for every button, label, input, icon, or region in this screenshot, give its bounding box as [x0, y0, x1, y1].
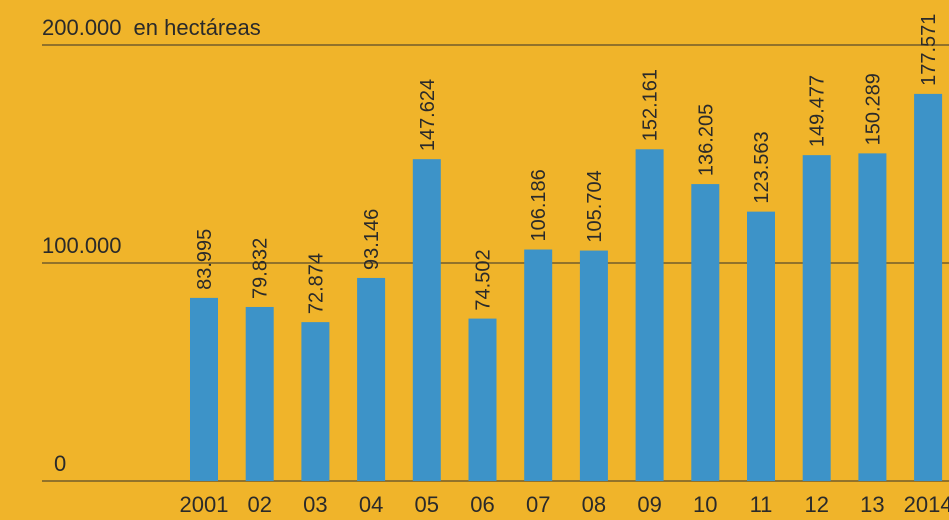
x-tick-label: 07 — [526, 492, 550, 517]
data-label: 74.502 — [473, 249, 495, 310]
x-tick-label: 2014 — [904, 492, 949, 517]
bar — [802, 155, 831, 481]
data-label: 147.624 — [417, 79, 439, 151]
data-label: 177.571 — [918, 14, 940, 86]
x-tick-label: 09 — [637, 492, 661, 517]
x-tick-label: 02 — [247, 492, 271, 517]
bar — [858, 153, 887, 481]
data-label: 93.146 — [361, 209, 383, 270]
x-tick-label: 04 — [359, 492, 383, 517]
bar — [468, 318, 497, 481]
data-label: 136.205 — [695, 104, 717, 176]
data-label: 152.161 — [640, 69, 662, 141]
y-tick-label: 0 — [54, 451, 66, 476]
bar — [579, 250, 608, 481]
bar — [635, 149, 664, 482]
x-tick-label: 11 — [750, 492, 773, 517]
x-tick-label: 12 — [804, 492, 828, 517]
x-tick-label: 05 — [415, 492, 439, 517]
y-tick-label: 100.000 — [42, 233, 122, 258]
bar — [691, 184, 720, 481]
bar — [524, 249, 553, 481]
bar — [914, 93, 943, 482]
x-tick-label: 06 — [470, 492, 494, 517]
data-label: 72.874 — [305, 253, 327, 314]
data-label: 149.477 — [807, 75, 829, 147]
y-tick-label: 200.000 — [42, 15, 122, 40]
x-tick-label: 2001 — [180, 492, 229, 517]
unit-label: en hectáreas — [134, 15, 261, 40]
x-tick-label: 13 — [860, 492, 884, 517]
data-label: 150.289 — [862, 73, 884, 145]
x-tick-label: 03 — [303, 492, 327, 517]
bar — [747, 211, 775, 481]
x-tick-label: 08 — [582, 492, 606, 517]
x-tick-label: 10 — [693, 492, 717, 517]
bar — [412, 159, 441, 481]
bar — [245, 306, 274, 481]
data-label: 79.832 — [250, 238, 272, 299]
data-label: 105.704 — [584, 170, 606, 242]
data-label: 123.563 — [751, 131, 773, 203]
data-label: 106.186 — [528, 169, 550, 241]
bar — [190, 297, 218, 481]
bar — [357, 277, 386, 481]
data-label: 83.995 — [194, 229, 216, 290]
bar — [301, 322, 330, 481]
